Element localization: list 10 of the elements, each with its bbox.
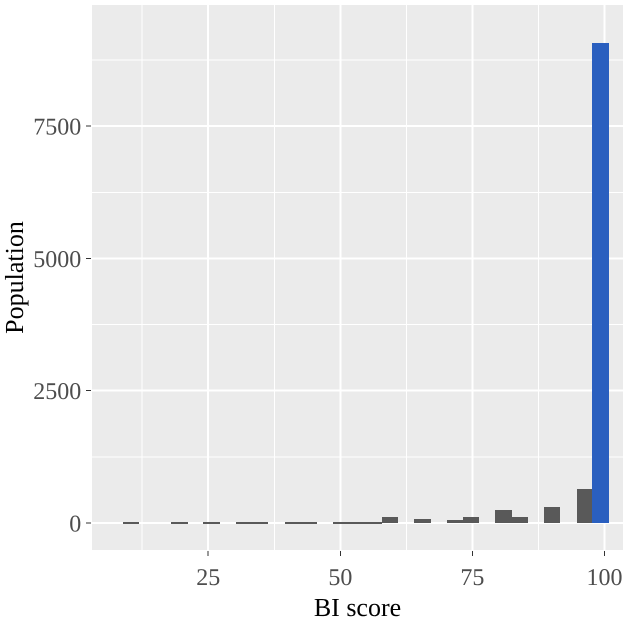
x-tick-label: 75 <box>460 564 484 591</box>
x-tick-label: 100 <box>586 564 623 591</box>
x-tick-label: 25 <box>196 564 220 591</box>
y-tick-label: 7500 <box>33 114 82 141</box>
x-tick-label: 50 <box>328 564 352 591</box>
y-tick-label: 2500 <box>33 379 82 406</box>
y-axis-title: Population <box>0 221 29 334</box>
y-tick-label: 0 <box>69 511 82 538</box>
x-axis-title: BI score <box>314 593 402 622</box>
y-tick-label: 5000 <box>33 246 82 273</box>
